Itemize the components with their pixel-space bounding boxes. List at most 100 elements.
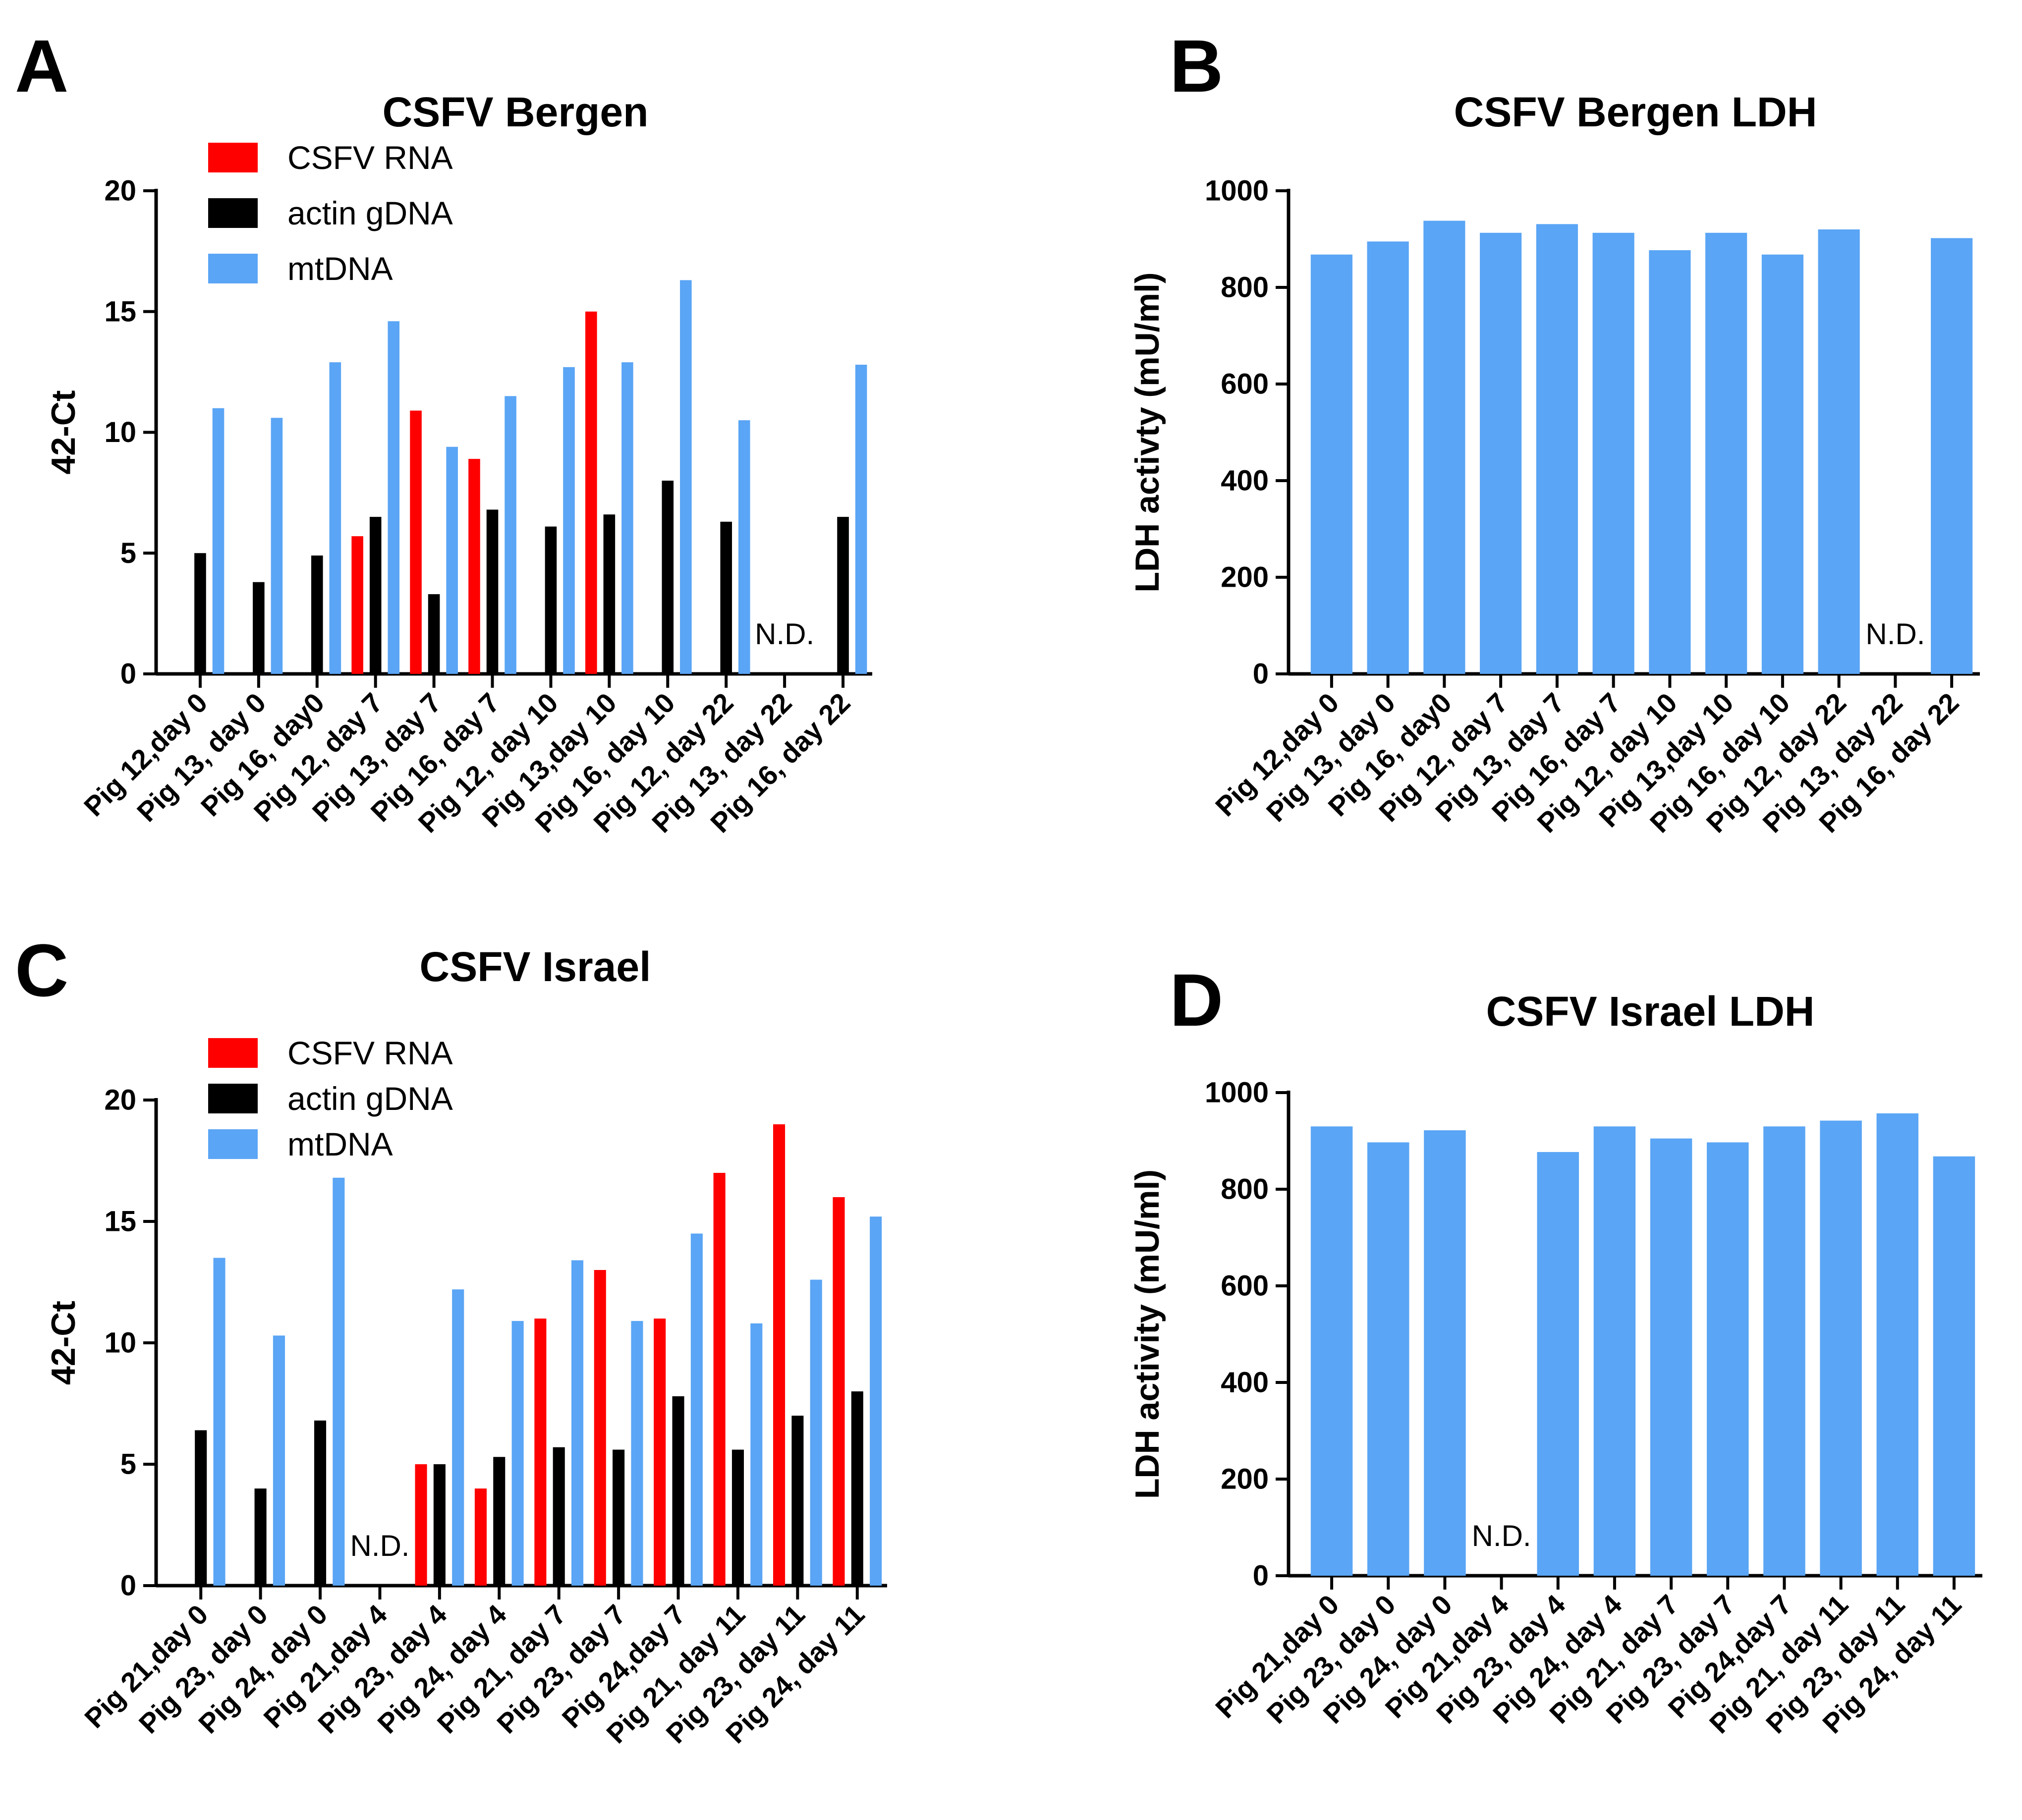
bar-mtdna-7 [621, 362, 633, 674]
panel-d: D CSFV Israel LDH LDH activity (mU/ml) 0 200… [1128, 958, 1982, 1739]
y-tick-label: 400 [1221, 465, 1269, 497]
y-axis-label: 42-Ct [45, 1301, 82, 1385]
legend-swatch [208, 254, 258, 283]
y-tick-label: 10 [104, 1327, 136, 1359]
nd-label: N.D. [1472, 1519, 1531, 1552]
legend-swatch [208, 1038, 258, 1068]
y-tick-label: 1000 [1205, 175, 1269, 207]
chart-title: CSFV Israel [420, 943, 651, 990]
bar-ldh-8 [1763, 1126, 1805, 1576]
y-axis-label: 42-Ct [45, 390, 82, 474]
bar-mtdna-9 [738, 420, 750, 674]
bar-ldh-9 [1818, 229, 1860, 674]
bar-csfv-rna-6 [534, 1319, 547, 1586]
bar-mtdna-11 [855, 365, 867, 674]
bar-ldh-10 [1876, 1113, 1918, 1576]
bar-mtdna-6 [571, 1260, 584, 1586]
bar-csfv-rna-8 [654, 1319, 666, 1586]
bar-csfv-rna-5 [468, 459, 480, 674]
bar-mtdna-2 [333, 1177, 345, 1586]
nd-label: N.D. [1865, 617, 1925, 651]
bar-actin-gdna-11 [837, 517, 849, 674]
bar-ldh-7 [1705, 232, 1747, 674]
bar-actin-gdna-11 [851, 1391, 863, 1586]
bar-mtdna-4 [452, 1289, 464, 1586]
bar-actin-gdna-5 [486, 509, 499, 674]
bar-mtdna-6 [563, 367, 575, 674]
y-axis-label: LDH activty (mU/ml) [1128, 272, 1166, 592]
chart-title: CSFV Bergen [383, 89, 649, 135]
chart-title: CSFV Israel LDH [1486, 988, 1815, 1035]
y-tick-label: 1000 [1205, 1077, 1269, 1109]
bar-actin-gdna-7 [603, 514, 616, 674]
bar-ldh-2 [1423, 221, 1465, 674]
bar-mtdna-2 [329, 362, 341, 674]
bar-csfv-rna-10 [773, 1124, 786, 1586]
bar-mtdna-11 [870, 1216, 882, 1586]
bar-actin-gdna-3 [369, 517, 382, 674]
y-tick-label: 0 [1253, 1560, 1269, 1592]
y-tick-label: 20 [104, 175, 136, 207]
bar-csfv-rna-7 [585, 311, 597, 674]
bar-ldh-1 [1367, 1142, 1409, 1576]
bar-csfv-rna-5 [474, 1489, 487, 1586]
bar-actin-gdna-4 [428, 594, 440, 674]
y-tick-label: 20 [104, 1084, 136, 1116]
bar-actin-gdna-0 [195, 1430, 207, 1586]
bar-ldh-9 [1820, 1120, 1862, 1576]
bar-ldh-7 [1707, 1142, 1749, 1576]
legend-swatch [208, 143, 258, 172]
bar-actin-gdna-7 [613, 1449, 625, 1586]
bar-ldh-6 [1649, 250, 1691, 674]
bar-csfv-rna-11 [833, 1197, 845, 1586]
legend-label: mtDNA [287, 1126, 393, 1162]
bar-actin-gdna-5 [493, 1457, 506, 1586]
bar-actin-gdna-8 [672, 1396, 684, 1586]
bar-actin-gdna-8 [662, 481, 674, 674]
bar-actin-gdna-10 [791, 1416, 804, 1586]
bar-ldh-0 [1310, 1126, 1353, 1576]
y-tick-label: 5 [120, 1448, 136, 1481]
panel-letter: B [1170, 24, 1223, 108]
y-tick-label: 400 [1221, 1367, 1269, 1399]
bar-ldh-11 [1931, 238, 1973, 674]
bar-csfv-rna-3 [351, 536, 363, 674]
y-axis-label: LDH activity (mU/ml) [1128, 1169, 1166, 1499]
y-tick-label: 0 [120, 1570, 136, 1602]
bar-ldh-0 [1310, 254, 1352, 674]
bar-csfv-rna-9 [713, 1173, 726, 1586]
bar-ldh-2 [1424, 1130, 1466, 1576]
bar-csfv-rna-7 [594, 1270, 606, 1586]
legend-label: actin gDNA [287, 1080, 453, 1117]
legend-swatch [208, 1084, 258, 1113]
bar-ldh-5 [1593, 1126, 1636, 1576]
bar-mtdna-5 [505, 396, 516, 674]
y-tick-label: 800 [1221, 272, 1269, 304]
bar-actin-gdna-9 [720, 521, 732, 674]
bar-mtdna-8 [690, 1233, 703, 1586]
y-tick-label: 200 [1221, 1463, 1269, 1495]
bar-mtdna-9 [750, 1323, 763, 1586]
y-tick-label: 600 [1221, 1270, 1269, 1302]
bar-ldh-11 [1933, 1156, 1975, 1576]
panel-letter: C [15, 929, 68, 1012]
bar-mtdna-5 [511, 1321, 524, 1586]
panel-letter: A [15, 24, 68, 108]
y-tick-label: 15 [104, 295, 136, 328]
bar-actin-gdna-0 [194, 553, 206, 674]
bar-mtdna-3 [388, 321, 400, 674]
bar-actin-gdna-9 [731, 1449, 744, 1586]
bar-mtdna-8 [680, 280, 692, 674]
bar-mtdna-7 [631, 1321, 643, 1586]
legend-label: CSFV RNA [287, 1035, 453, 1071]
bar-actin-gdna-4 [433, 1464, 446, 1586]
bar-actin-gdna-1 [254, 1489, 267, 1586]
y-tick-label: 200 [1221, 561, 1269, 594]
y-tick-label: 800 [1221, 1173, 1269, 1206]
bar-csfv-rna-4 [415, 1464, 427, 1586]
bar-mtdna-1 [271, 418, 283, 674]
y-tick-label: 5 [120, 537, 136, 569]
